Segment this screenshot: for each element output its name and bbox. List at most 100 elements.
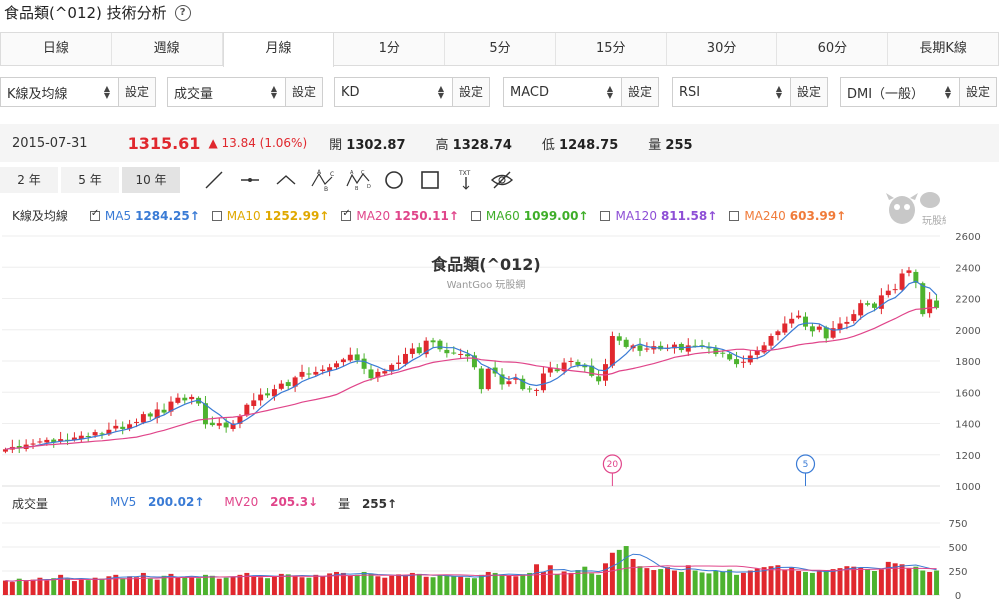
candle-body [113, 425, 119, 429]
indicator-settings-button[interactable]: 設定 [622, 77, 659, 107]
candle-body [892, 289, 898, 291]
volume-bar [609, 552, 615, 595]
rectangle-draw-icon[interactable] [412, 166, 448, 194]
candle-body [920, 283, 926, 315]
svg-text:TXT: TXT [458, 170, 471, 177]
ma-checkbox[interactable] [89, 208, 100, 221]
volume-legend-title: 成交量 [12, 497, 49, 511]
circle-draw-icon[interactable] [376, 166, 412, 194]
ma-checkbox[interactable] [470, 210, 481, 221]
range-button-2[interactable]: 10 年 [122, 167, 180, 193]
ma-checkbox[interactable] [600, 210, 611, 221]
question-circle-icon[interactable]: ? [174, 4, 191, 21]
tab-period-7[interactable]: 60分 [777, 33, 889, 65]
hide-eye-icon[interactable] [484, 166, 520, 194]
range-button-0[interactable]: 2 年 [0, 167, 58, 193]
volume-bar [706, 573, 712, 595]
candle-body [878, 295, 884, 309]
candle-body [16, 446, 22, 448]
indicator-settings-button[interactable]: 設定 [453, 77, 490, 107]
volume-bar [168, 573, 174, 595]
indicator-settings-button[interactable]: 設定 [119, 77, 156, 107]
mv20-legend: MV20 205.3↓ [224, 495, 319, 509]
volume-bar [292, 575, 298, 595]
indicator-settings-button[interactable]: 設定 [286, 77, 323, 107]
tab-period-1[interactable]: 週線 [112, 33, 223, 65]
ma-legend-item-5[interactable]: MA240 603.99↑ [729, 209, 846, 223]
volume-bar [334, 571, 339, 595]
indicator-select-2[interactable]: KD ▲ ▼ [334, 77, 453, 107]
volume-bar [416, 573, 422, 595]
ma-legend-item-3[interactable]: MA60 1099.00↑ [470, 208, 588, 223]
quote-low: 低 1248.75 [541, 137, 619, 153]
tab-period-6[interactable]: 30分 [667, 33, 778, 65]
volume-bar [299, 577, 305, 595]
volume-bar [596, 574, 602, 595]
price-tick-label: 1800 [955, 357, 980, 368]
volume-bar [320, 576, 326, 595]
candle-body [465, 354, 471, 357]
volume-bar [106, 576, 112, 595]
volume-bar [520, 574, 526, 595]
volume-bar [154, 579, 160, 595]
volume-bar [651, 570, 657, 595]
candle-body [727, 354, 733, 360]
candle-body [134, 421, 139, 423]
volume-bar [216, 578, 222, 595]
tab-period-2[interactable]: 月線 [222, 32, 335, 67]
tab-period-0[interactable]: 日線 [1, 33, 112, 65]
candle-body [265, 393, 271, 396]
range-button-1[interactable]: 5 年 [61, 167, 119, 193]
indicator-select-0[interactable]: K線及均線 ▲ ▼ [0, 77, 119, 107]
volume-bar [313, 574, 319, 595]
volume-bar [451, 576, 457, 595]
indicator-select-3[interactable]: MACD ▲ ▼ [503, 77, 622, 107]
volume-bar [734, 574, 740, 595]
indicator-select-1[interactable]: 成交量 ▲ ▼ [167, 77, 286, 107]
mv5-line [5, 553, 937, 582]
ma-checkbox[interactable] [729, 210, 740, 221]
candle-body [271, 389, 277, 397]
candle-body [871, 303, 877, 308]
volume-bar [892, 563, 898, 595]
indicator-select-4[interactable]: RSI ▲ ▼ [672, 77, 791, 107]
candle-body [609, 336, 615, 366]
horizontal-line-icon[interactable] [232, 166, 268, 194]
volume-bar [547, 565, 553, 595]
candle-body [837, 323, 843, 330]
candle-body [520, 378, 526, 390]
ma-checkbox[interactable] [211, 210, 222, 221]
line-draw-icon[interactable] [196, 166, 232, 194]
candle-body [451, 352, 457, 354]
angle-line-icon[interactable] [268, 166, 304, 194]
ma-legend-item-4[interactable]: MA120 811.58↑ [600, 209, 717, 223]
volume-bar [816, 571, 822, 595]
text-draw-icon[interactable]: TXT [448, 166, 484, 194]
wantgoo-logo-watermark: 玩股網 [884, 190, 952, 232]
ma-legend-item-1[interactable]: MA10 1252.99↑ [211, 209, 329, 223]
abc-pattern-icon[interactable]: A B C [304, 166, 340, 194]
indicator-settings-button[interactable]: 設定 [960, 77, 997, 107]
price-volume-chart[interactable]: 1000 1200 1400 1600 1800 2000 2200 2400 2600 0 250… [0, 228, 1007, 603]
abcd-pattern-icon[interactable]: A C B D [340, 166, 376, 194]
candle-body [216, 423, 222, 426]
candle-body [906, 270, 912, 273]
tab-period-8[interactable]: 長期K線 [919, 41, 967, 56]
ma-name: MA60 [485, 208, 520, 223]
volume-bar [347, 575, 353, 595]
quote-price: 1315.61 [127, 133, 201, 153]
indicator-settings-button[interactable]: 設定 [791, 77, 828, 107]
tab-period-3[interactable]: 1分 [334, 33, 446, 65]
volume-bar [340, 572, 346, 595]
svg-text:A: A [350, 170, 354, 176]
tab-period-4[interactable]: 5分 [445, 33, 556, 65]
ma-checkbox[interactable] [341, 208, 352, 221]
quote-bar: 2015-07-31 1315.61 ▲ 13.84 (1.06%) 開 130… [0, 124, 999, 162]
candle-body [44, 439, 50, 443]
indicator-select-5[interactable]: DMI（一般） ▲ ▼ [840, 77, 960, 107]
candle-body [616, 336, 622, 341]
tab-period-5[interactable]: 15分 [556, 33, 667, 65]
volume-bar [713, 571, 719, 595]
